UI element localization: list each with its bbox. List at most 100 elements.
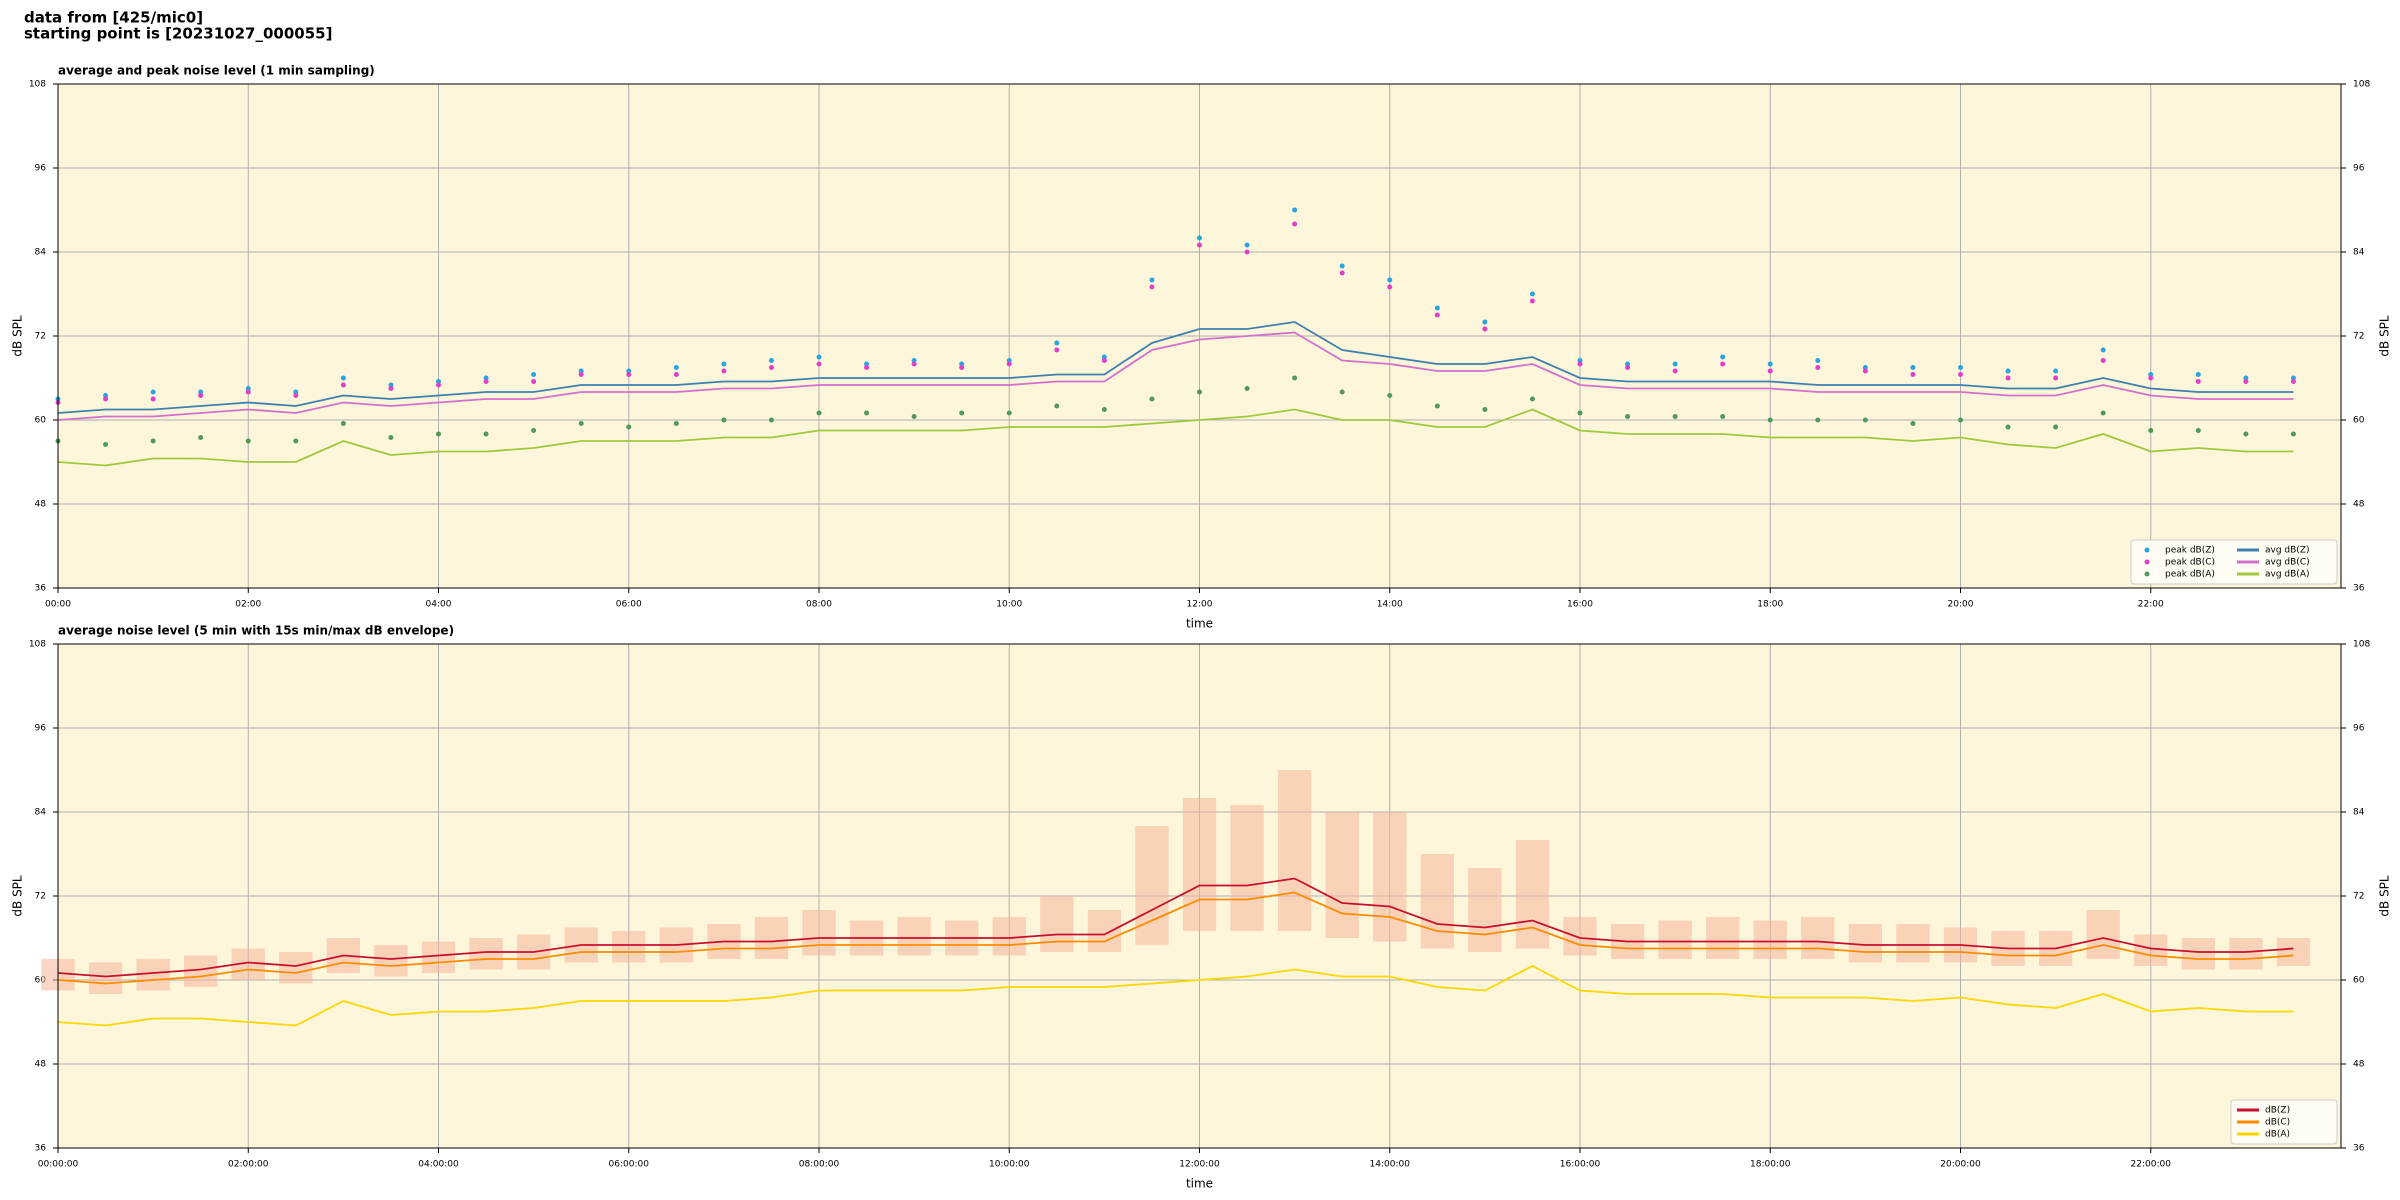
legend-label: avg dB(C) — [2265, 558, 2310, 568]
y-tick-label: 36 — [35, 1144, 47, 1154]
peak-point — [578, 421, 584, 426]
peak-point — [436, 431, 441, 437]
peak-point — [2053, 375, 2059, 381]
peak-point — [1672, 414, 1678, 419]
peak-point — [1006, 358, 1012, 363]
envelope-band — [1753, 920, 1787, 959]
x-tick-label: 08:00:00 — [799, 1160, 840, 1170]
y-tick-label: 72 — [2353, 332, 2364, 342]
peak-point — [1101, 407, 1107, 412]
peak-point — [2148, 372, 2154, 377]
envelope-band — [1515, 840, 1550, 949]
peak-point — [721, 361, 727, 367]
peak-point — [1482, 319, 1488, 325]
peak-point — [388, 382, 394, 388]
x-tick-label: 08:00 — [806, 600, 832, 610]
envelope-band — [2086, 910, 2120, 959]
peak-point — [1244, 242, 1250, 248]
peak-point — [816, 410, 822, 416]
legend-label: avg dB(Z) — [2265, 546, 2310, 556]
envelope-band — [374, 945, 408, 977]
peak-point — [959, 365, 965, 370]
peak-point — [293, 438, 299, 444]
y-tick-label: 108 — [2353, 640, 2370, 650]
y-tick-label: 60 — [35, 416, 47, 426]
peak-point — [245, 438, 251, 444]
peak-point — [1054, 340, 1060, 346]
peak-point — [1244, 386, 1250, 391]
peak-point — [911, 358, 917, 363]
peak-point — [626, 372, 632, 377]
peak-point — [1387, 277, 1393, 283]
peak-point — [340, 421, 346, 426]
y-tick-label: 84 — [35, 248, 47, 258]
peak-point — [1149, 277, 1155, 283]
series-line — [57, 321, 2294, 414]
y-tick-label: 60 — [2353, 416, 2365, 426]
x-tick-label: 18:00:00 — [1750, 1160, 1791, 1170]
envelope-band — [88, 962, 123, 994]
legend-label: dB(Z) — [2265, 1106, 2290, 1116]
y-tick-label: 96 — [2353, 164, 2365, 174]
legend-label: avg dB(A) — [2265, 570, 2309, 580]
peak-point — [578, 368, 584, 374]
peak-point — [1434, 312, 1440, 318]
peak-point — [673, 365, 679, 370]
plot-frame — [57, 83, 2342, 589]
peak-point — [103, 393, 109, 398]
peak-point — [578, 372, 584, 377]
envelope-band — [1325, 812, 1359, 938]
peak-point — [1339, 389, 1345, 395]
legend-marker — [2144, 571, 2150, 577]
y-tick-label: 48 — [2353, 1060, 2365, 1070]
envelope-band — [1848, 924, 1883, 963]
peak-point — [150, 396, 156, 402]
peak-point — [959, 361, 965, 367]
peak-point — [2195, 379, 2201, 384]
peak-point — [103, 442, 109, 447]
x-tick-label: 14:00 — [1377, 600, 1403, 610]
peak-point — [626, 368, 632, 374]
peak-point — [1625, 414, 1631, 419]
peak-point — [1958, 417, 1963, 423]
chart-title: average noise level (5 min with 15s min/… — [58, 624, 454, 638]
peak-point — [1672, 368, 1678, 374]
x-tick-label: 16:00:00 — [1560, 1160, 1601, 1170]
legend-marker — [2144, 559, 2150, 565]
y-tick-label: 108 — [2353, 80, 2370, 90]
peak-point — [388, 386, 394, 391]
peak-point — [673, 421, 679, 426]
legend-label: peak dB(A) — [2165, 570, 2215, 580]
peak-point — [1720, 361, 1726, 367]
y-tick-label: 72 — [35, 892, 46, 902]
peak-point — [1529, 291, 1535, 297]
peak-point — [1101, 358, 1107, 363]
peak-point — [245, 386, 251, 391]
peak-point — [245, 389, 251, 395]
peak-point — [198, 435, 204, 440]
peak-point — [1577, 361, 1583, 367]
peak-point — [864, 365, 870, 370]
peak-point — [293, 393, 299, 398]
peak-point — [1577, 358, 1583, 363]
envelope-band — [1182, 798, 1217, 931]
peak-point — [1149, 396, 1155, 402]
x-tick-label: 12:00 — [1187, 600, 1213, 610]
x-tick-label: 20:00:00 — [1940, 1160, 1981, 1170]
peak-point — [1672, 361, 1678, 367]
envelope-band — [1040, 896, 1074, 952]
x-tick-label: 16:00 — [1567, 600, 1593, 610]
peak-point — [1292, 221, 1298, 227]
peak-point — [1529, 298, 1535, 304]
peak-point — [1815, 358, 1821, 363]
peak-point — [2195, 428, 2201, 433]
y-tick-label: 108 — [29, 80, 46, 90]
envelope-band — [184, 955, 218, 987]
legend-label: dB(A) — [2265, 1130, 2290, 1140]
peak-point — [293, 389, 299, 395]
envelope-band — [1373, 812, 1407, 942]
legend-box — [2130, 539, 2338, 585]
peak-point — [2005, 368, 2011, 374]
peak-point — [721, 417, 727, 423]
